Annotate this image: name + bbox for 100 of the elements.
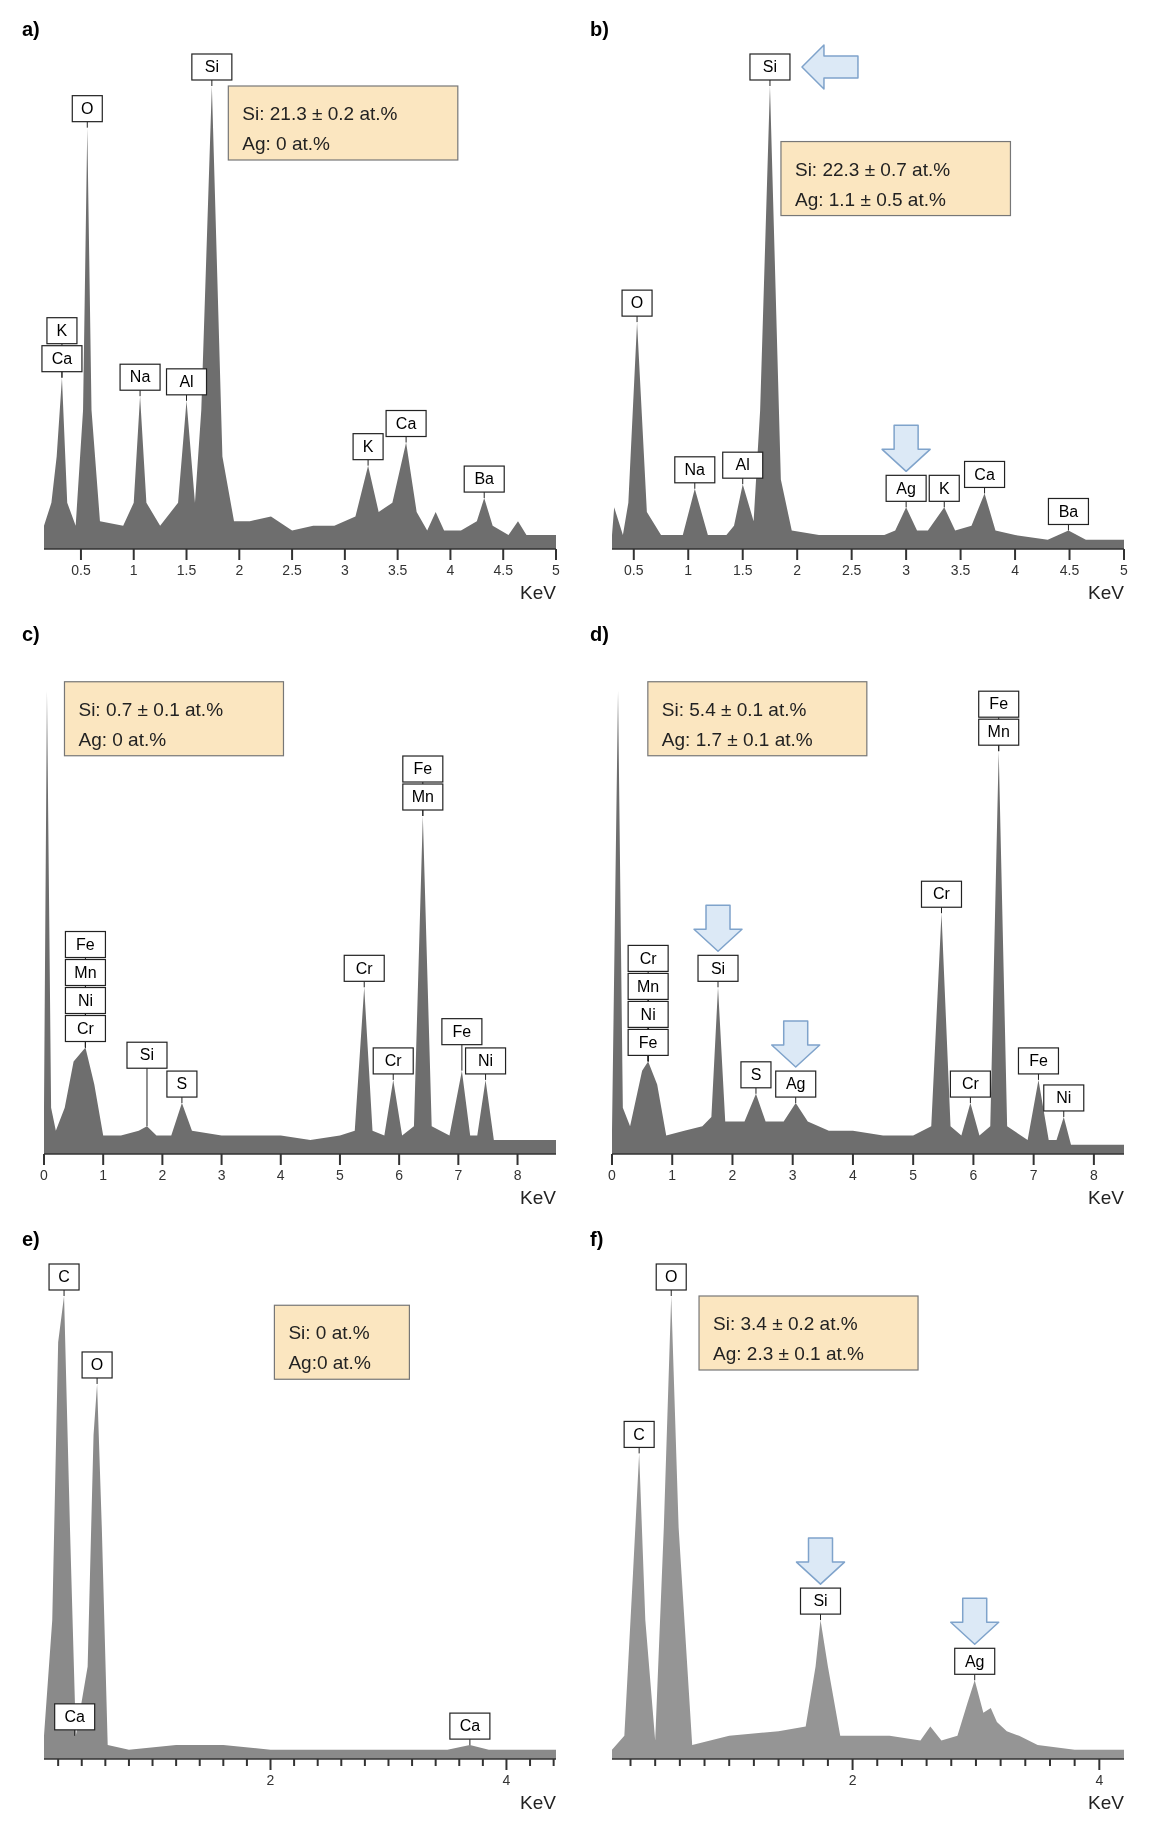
x-tick-label: 1 (668, 1167, 677, 1183)
x-tick-label: 7 (1029, 1167, 1038, 1183)
chart-title: b) (590, 18, 609, 40)
annotation: Si (204, 58, 219, 76)
x-tick-label: 2 (235, 562, 244, 578)
x-tick-label: 2 (158, 1167, 167, 1183)
annotation: Ag: 1.7 ± 0.1 at.% (661, 728, 813, 750)
x-tick-label: 3 (788, 1167, 797, 1183)
x-axis-title: KeV (520, 1792, 557, 1813)
x-axis-title: KeV (1088, 582, 1125, 603)
x-tick-label: 4 (849, 1167, 858, 1183)
x-tick-label: 2 (793, 562, 802, 578)
annotation: Cr (384, 1052, 403, 1070)
annotation: Si (762, 58, 778, 76)
annotation: K (362, 437, 374, 455)
annotation: Ca (51, 349, 73, 367)
x-tick-label: 2.5 (841, 562, 862, 578)
annotation: Ca (64, 1708, 85, 1726)
annotation: Cr (933, 885, 951, 903)
annotation: Cr (355, 959, 374, 977)
x-tick-label: 4 (1095, 1772, 1104, 1788)
annotation: Ca (395, 414, 417, 432)
annotation: Si (139, 1046, 155, 1064)
x-tick-label: 5 (1120, 562, 1129, 578)
x-tick-label: 2 (728, 1167, 737, 1183)
annotation: Mn (637, 977, 660, 995)
annotation: Ag (785, 1075, 806, 1093)
x-tick-label: 4 (1011, 562, 1020, 578)
x-tick-label: 0.5 (624, 562, 644, 578)
x-tick-label: 3 (340, 562, 349, 578)
annotation: O (630, 294, 644, 312)
x-axis-title: KeV (520, 1187, 557, 1208)
annotation: Ni (1056, 1089, 1072, 1107)
annotation: Ag:0 at.% (288, 1352, 371, 1374)
annotation: Na (129, 368, 151, 386)
annotation: Ag: 0 at.% (242, 133, 331, 154)
x-tick-label: 0.5 (71, 562, 91, 578)
annotation: Ag: 2.3 ± 0.1 at.% (713, 1343, 865, 1364)
x-tick-label: 4 (446, 562, 455, 578)
x-tick-label: 0 (608, 1167, 617, 1183)
x-axis-title: KeV (1088, 1187, 1125, 1208)
annotation: Fe (452, 1022, 472, 1040)
annotation: Ca (974, 465, 995, 483)
annotation: Na (684, 461, 706, 479)
annotation: O (81, 99, 94, 117)
annotation: Si (710, 959, 726, 977)
x-tick-label: 6 (969, 1167, 978, 1183)
annotation: Fe (76, 935, 95, 953)
x-tick-label: 5 (909, 1167, 918, 1183)
chart-title: f) (590, 1228, 604, 1250)
x-tick-label: 4.5 (493, 562, 514, 578)
x-tick-label: 3 (902, 562, 911, 578)
x-tick-label: 8 (513, 1167, 522, 1183)
x-tick-label: 2.5 (282, 562, 303, 578)
annotation: Ni (478, 1052, 494, 1070)
annotation: Ba (474, 470, 495, 488)
annotation: Ag (964, 1652, 985, 1670)
x-tick-label: 1.5 (176, 562, 197, 578)
annotation: Si: 3.4 ± 0.2 at.% (713, 1313, 858, 1334)
x-axis-title: KeV (520, 582, 557, 603)
x-tick-label: 4 (276, 1167, 285, 1183)
x-tick-label: 2 (266, 1772, 275, 1788)
x-tick-label: 5 (336, 1167, 345, 1183)
annotation: S (750, 1066, 762, 1084)
annotation: Ni (77, 991, 93, 1009)
annotation: Si: 0.7 ± 0.1 at.% (78, 698, 224, 720)
x-tick-label: 7 (454, 1167, 463, 1183)
annotation: Fe (638, 1033, 658, 1051)
chart-title: a) (22, 18, 40, 40)
chart-title: c) (22, 623, 40, 645)
annotation: K (56, 321, 68, 339)
annotation: Al (735, 456, 750, 474)
x-tick-label: 3.5 (387, 562, 408, 578)
x-tick-label: 4 (502, 1772, 511, 1788)
x-tick-label: 2 (848, 1772, 857, 1788)
annotation: C (633, 1425, 645, 1443)
x-tick-label: 6 (395, 1167, 404, 1183)
annotation: Mn (74, 963, 97, 981)
annotation: Si (813, 1592, 828, 1610)
annotation: Cr (639, 949, 658, 967)
annotation: Ag: 1.1 ± 0.5 at.% (794, 188, 946, 210)
annotation: Cr (76, 1019, 95, 1037)
x-tick-label: 1.5 (732, 562, 753, 578)
x-tick-label: 5 (552, 562, 561, 578)
x-tick-label: 1 (684, 562, 693, 578)
annotation: Mn (987, 723, 1010, 741)
chart-title: d) (590, 623, 609, 645)
annotation: Si: 21.3 ± 0.2 at.% (242, 103, 398, 124)
x-tick-label: 1 (129, 562, 138, 578)
annotation: Fe (413, 760, 433, 778)
annotation: Si: 0 at.% (288, 1322, 370, 1344)
annotation: Ag: 0 at.% (78, 728, 167, 750)
x-tick-label: 1 (99, 1167, 108, 1183)
annotation: Mn (411, 788, 434, 806)
annotation: Cr (961, 1075, 980, 1093)
chart-title: e) (22, 1228, 40, 1250)
x-tick-label: 4.5 (1059, 562, 1080, 578)
annotation: O (664, 1268, 678, 1286)
annotation: C (58, 1268, 70, 1286)
annotation: Si: 22.3 ± 0.7 at.% (794, 158, 951, 180)
